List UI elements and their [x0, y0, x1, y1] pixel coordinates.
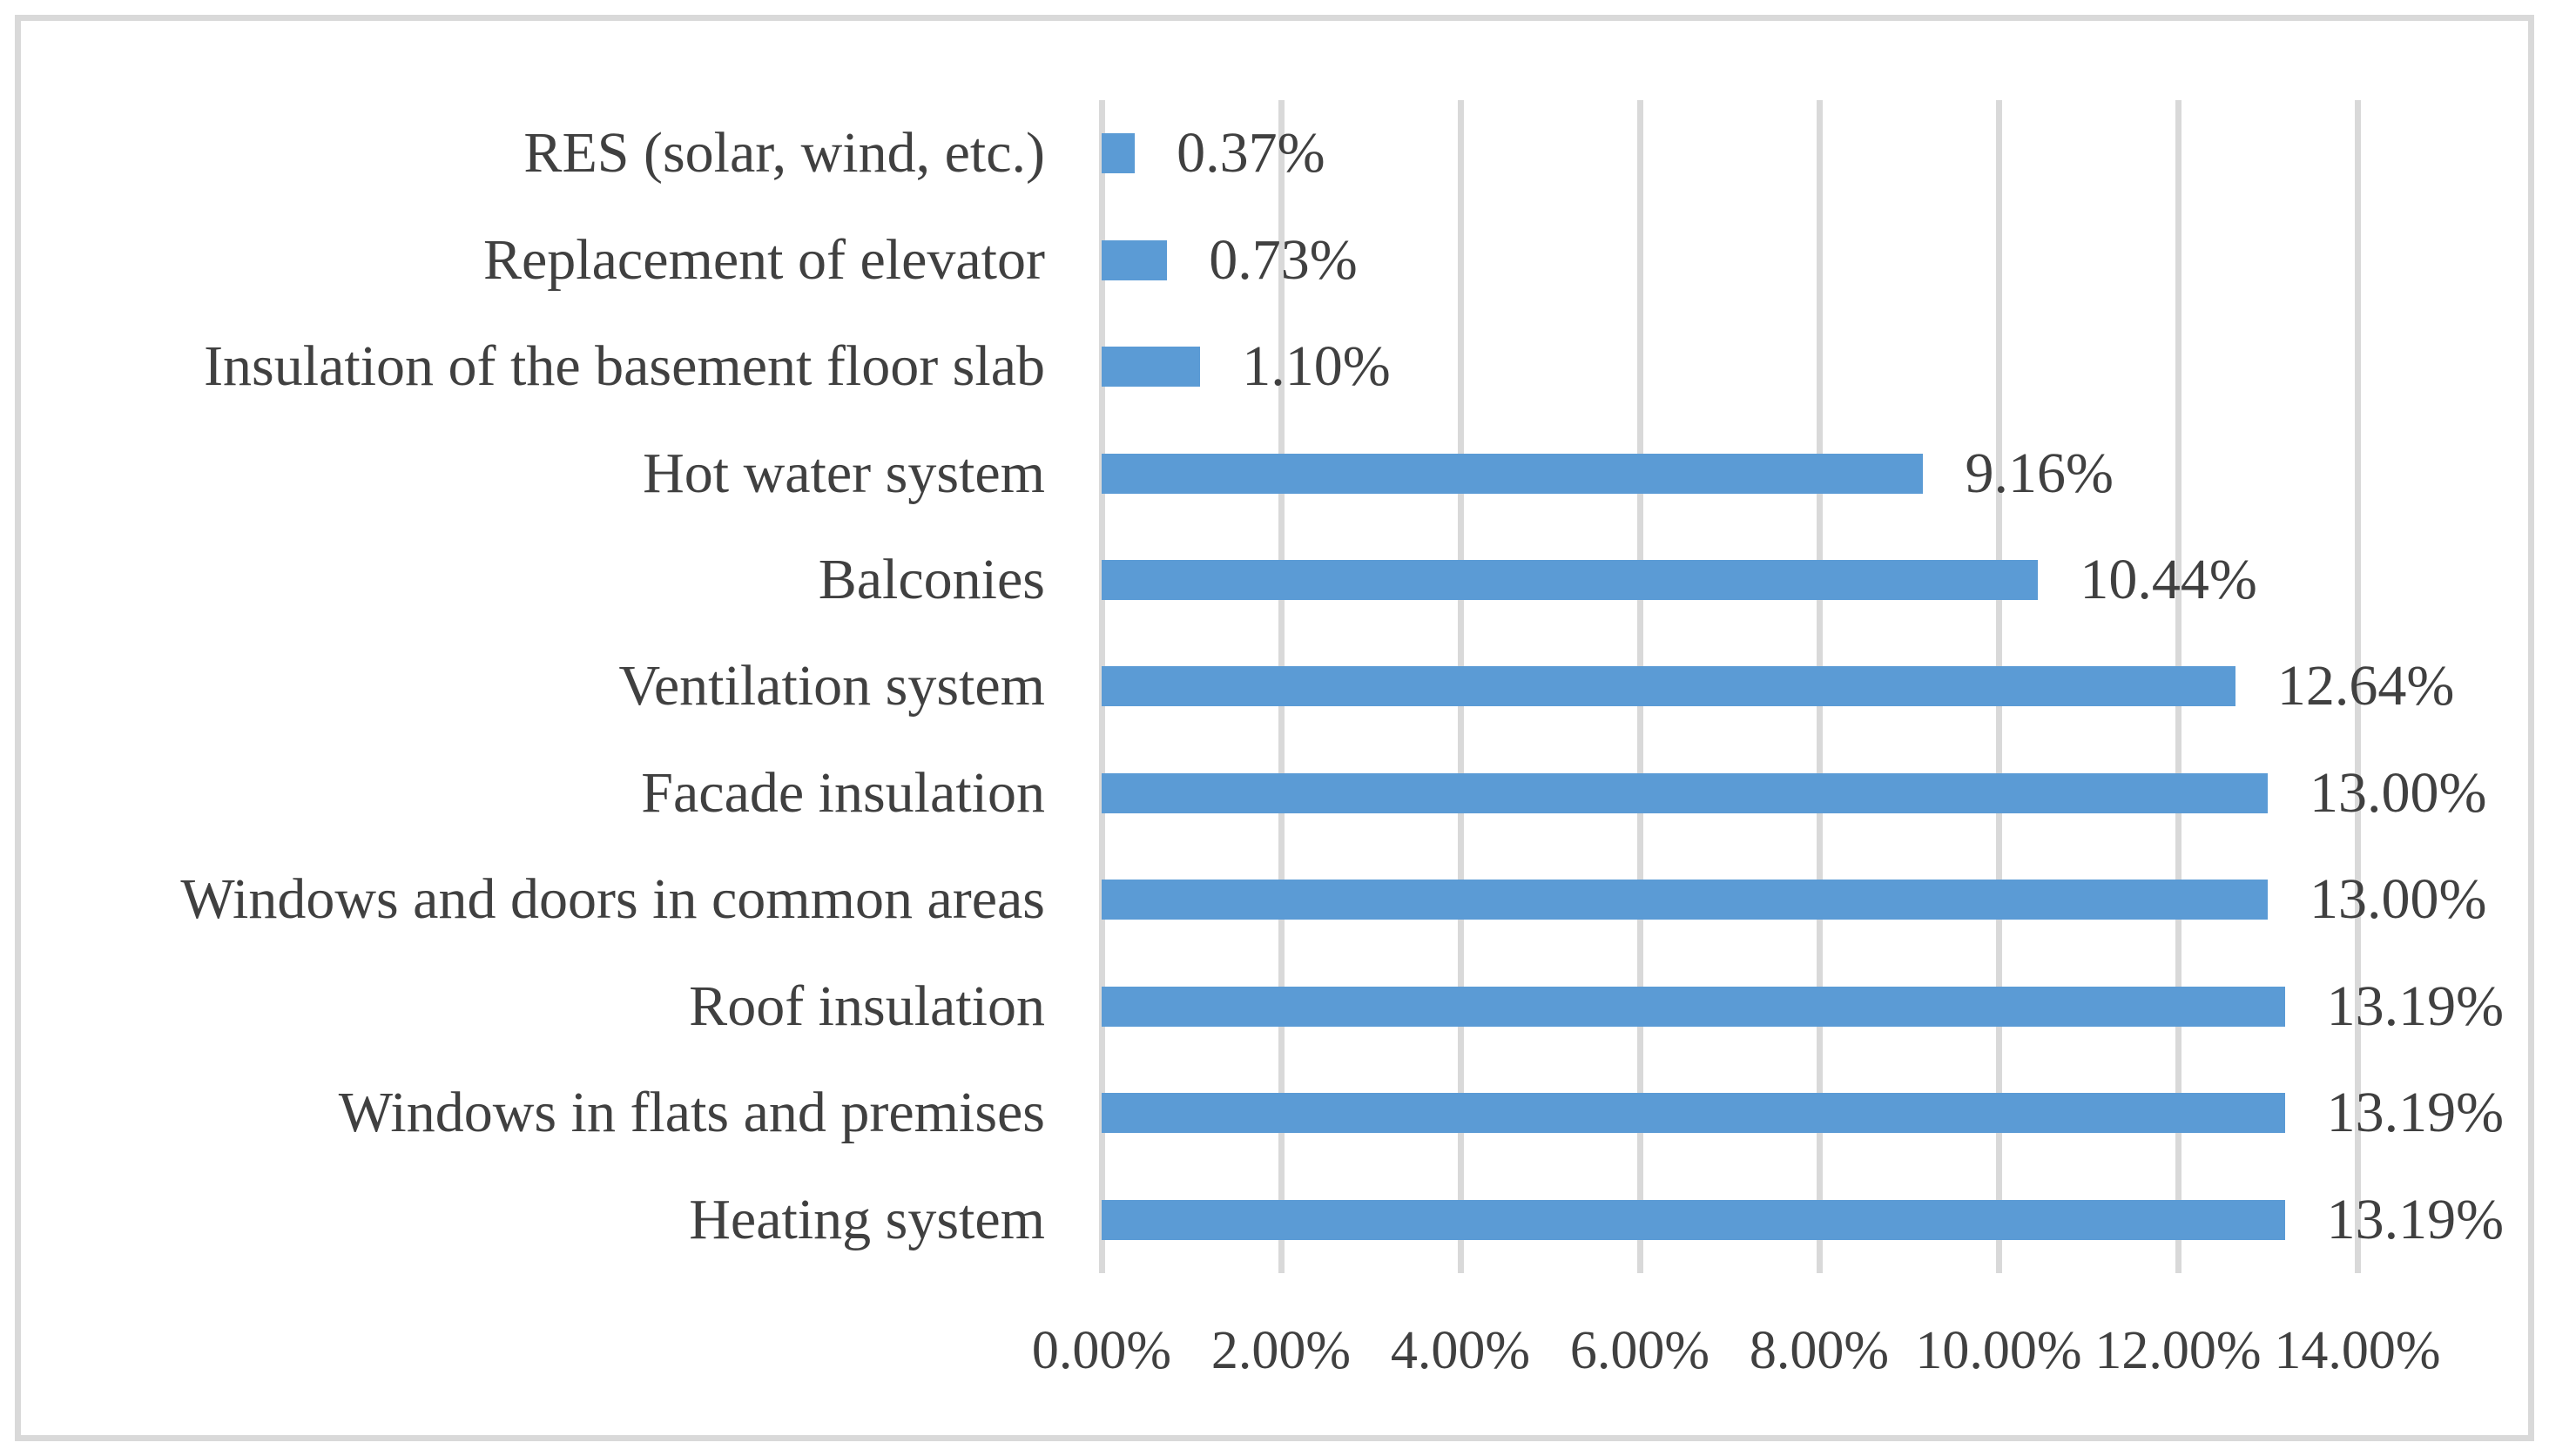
bar-row: Roof insulation 13.19% [0, 954, 2549, 1060]
bar-row: Windows in flats and premises 13.19% [0, 1060, 2549, 1166]
x-axis-tick-label: 8.00% [1749, 1321, 1890, 1380]
bar [1102, 1093, 2285, 1134]
bar [1102, 772, 2268, 813]
x-axis-tick-label: 0.00% [1031, 1321, 1172, 1380]
value-label: 13.00% [2310, 867, 2487, 932]
value-label: 13.19% [2326, 1081, 2505, 1145]
category-label: Roof insulation [689, 974, 1045, 1038]
bar [1102, 347, 1201, 388]
bar-row: Facade insulation 13.00% [0, 740, 2549, 846]
bar [1102, 453, 1924, 494]
bar-row: Ventilation system 12.64% [0, 633, 2549, 739]
category-label: Insulation of the basement floor slab [204, 334, 1045, 399]
x-axis-tick-label: 12.00% [2094, 1321, 2262, 1380]
category-label: Windows and doors in common areas [180, 867, 1045, 932]
category-label: RES (solar, wind, etc.) [523, 121, 1045, 185]
x-axis-tick-label: 14.00% [2274, 1321, 2441, 1380]
value-label: 13.00% [2310, 760, 2487, 825]
value-label: 13.19% [2326, 1187, 2505, 1251]
bar [1102, 1199, 2285, 1240]
bar-row: Hot water system 9.16% [0, 420, 2549, 526]
bar [1102, 986, 2285, 1027]
value-label: 0.37% [1177, 121, 1325, 185]
category-label: Hot water system [643, 441, 1045, 505]
x-axis-tick-label: 10.00% [1915, 1321, 2082, 1380]
bar-row: Heating system 13.19% [0, 1167, 2549, 1273]
value-label: 10.44% [2080, 548, 2257, 612]
bar-row: Balconies 10.44% [0, 527, 2549, 633]
bar-row: Replacement of elevator 0.73% [0, 206, 2549, 313]
gridline [2355, 100, 2361, 1273]
category-label: Heating system [689, 1187, 1045, 1251]
category-label: Replacement of elevator [482, 227, 1045, 292]
chart-border [15, 15, 2534, 1441]
value-label: 13.19% [2326, 974, 2505, 1038]
bar-row: Windows and doors in common areas 13.00% [0, 846, 2549, 953]
x-axis-tick-label: 6.00% [1569, 1321, 1710, 1380]
bar [1102, 133, 1136, 174]
bar [1102, 560, 2039, 601]
category-label: Facade insulation [641, 760, 1045, 825]
category-label: Ventilation system [618, 654, 1045, 718]
bar [1102, 239, 1168, 280]
value-label: 1.10% [1242, 334, 1391, 399]
x-axis-tick-label: 2.00% [1210, 1321, 1352, 1380]
x-axis-tick-label: 4.00% [1390, 1321, 1531, 1380]
value-label: 12.64% [2276, 654, 2455, 718]
category-label: Balconies [818, 548, 1045, 612]
category-label: Windows in flats and premises [338, 1081, 1045, 1145]
bar-row: Insulation of the basement floor slab 1.1… [0, 313, 2549, 420]
value-label: 0.73% [1209, 227, 1358, 292]
bar [1102, 880, 2268, 920]
bar [1102, 666, 2235, 707]
bar-row: RES (solar, wind, etc.) 0.37% [0, 100, 2549, 206]
value-label: 9.16% [1965, 441, 2114, 505]
